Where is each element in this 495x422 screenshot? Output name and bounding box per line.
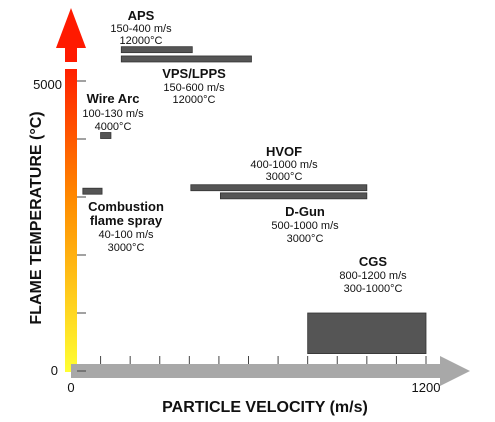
label-aps-temperature: 12000°C bbox=[120, 35, 163, 47]
bar-combustion-flame-spray bbox=[82, 187, 103, 195]
label-wire-arc-temperature: 4000°C bbox=[95, 121, 132, 133]
x-axis-title: PARTICLE VELOCITY (m/s) bbox=[162, 399, 368, 416]
process-bars bbox=[82, 46, 427, 354]
y-axis-title: FLAME TEMPERATURE (°C) bbox=[28, 111, 45, 324]
x-axis bbox=[71, 356, 470, 386]
label-wire-arc-velocity: 100-130 m/s bbox=[82, 108, 144, 120]
label-aps-title: APS bbox=[128, 8, 155, 23]
label-hvof: HVOF 400-1000 m/s 3000°C bbox=[250, 144, 318, 183]
label-cgs-velocity: 800-1200 m/s bbox=[339, 270, 407, 282]
x-axis-arrowhead bbox=[440, 356, 470, 386]
y-tick-label-0: 0 bbox=[51, 363, 58, 378]
y-axis-arrowhead bbox=[56, 8, 86, 48]
label-d-gun-velocity: 500-1000 m/s bbox=[271, 220, 339, 232]
y-axis-break bbox=[60, 62, 82, 69]
label-cgs-title: CGS bbox=[359, 254, 388, 269]
label-wire-arc: Wire Arc 100-130 m/s 4000°C bbox=[82, 91, 144, 133]
label-hvof-temperature: 3000°C bbox=[266, 171, 303, 183]
y-tick-label-5000: 5000 bbox=[33, 77, 62, 92]
label-wire-arc-title: Wire Arc bbox=[87, 91, 140, 106]
label-combustion-title-line1: Combustion bbox=[88, 199, 164, 214]
label-d-gun-temperature: 3000°C bbox=[287, 233, 324, 245]
label-aps: APS 150-400 m/s 12000°C bbox=[110, 8, 172, 47]
bar-aps bbox=[120, 46, 193, 54]
label-hvof-velocity: 400-1000 m/s bbox=[250, 159, 318, 171]
label-vps-lpps-temperature: 12000°C bbox=[173, 94, 216, 106]
bar-d-gun bbox=[219, 192, 368, 200]
label-aps-velocity: 150-400 m/s bbox=[110, 23, 172, 35]
label-cgs-temperature: 300-1000°C bbox=[344, 283, 403, 295]
y-axis-shaft bbox=[65, 62, 77, 372]
x-tick-label-1200: 1200 bbox=[412, 380, 441, 395]
label-combustion-flame-spray: Combustion flame spray 40-100 m/s 3000°C bbox=[88, 199, 164, 254]
y-axis bbox=[56, 8, 86, 372]
x-axis-ticks bbox=[100, 356, 427, 364]
label-hvof-title: HVOF bbox=[266, 144, 302, 159]
bar-wire-arc bbox=[100, 132, 112, 139]
y-axis-ticks bbox=[77, 80, 86, 372]
label-d-gun-title: D-Gun bbox=[285, 204, 325, 219]
label-vps-lpps: VPS/LPPS 150-600 m/s 12000°C bbox=[162, 66, 226, 106]
x-axis-shaft bbox=[71, 364, 441, 378]
label-combustion-title-line2: flame spray bbox=[90, 213, 163, 228]
label-combustion-temperature: 3000°C bbox=[108, 242, 145, 254]
y-axis-arrow-neck bbox=[65, 46, 77, 62]
label-combustion-velocity: 40-100 m/s bbox=[98, 229, 154, 241]
bar-cgs bbox=[307, 312, 427, 354]
bar-hvof bbox=[190, 184, 368, 192]
label-d-gun: D-Gun 500-1000 m/s 3000°C bbox=[271, 204, 339, 245]
bar-vps-lpps bbox=[120, 55, 252, 63]
label-vps-lpps-title: VPS/LPPS bbox=[162, 66, 226, 81]
x-tick-label-0: 0 bbox=[67, 380, 74, 395]
label-vps-lpps-velocity: 150-600 m/s bbox=[163, 82, 225, 94]
label-cgs: CGS 800-1200 m/s 300-1000°C bbox=[339, 254, 407, 295]
